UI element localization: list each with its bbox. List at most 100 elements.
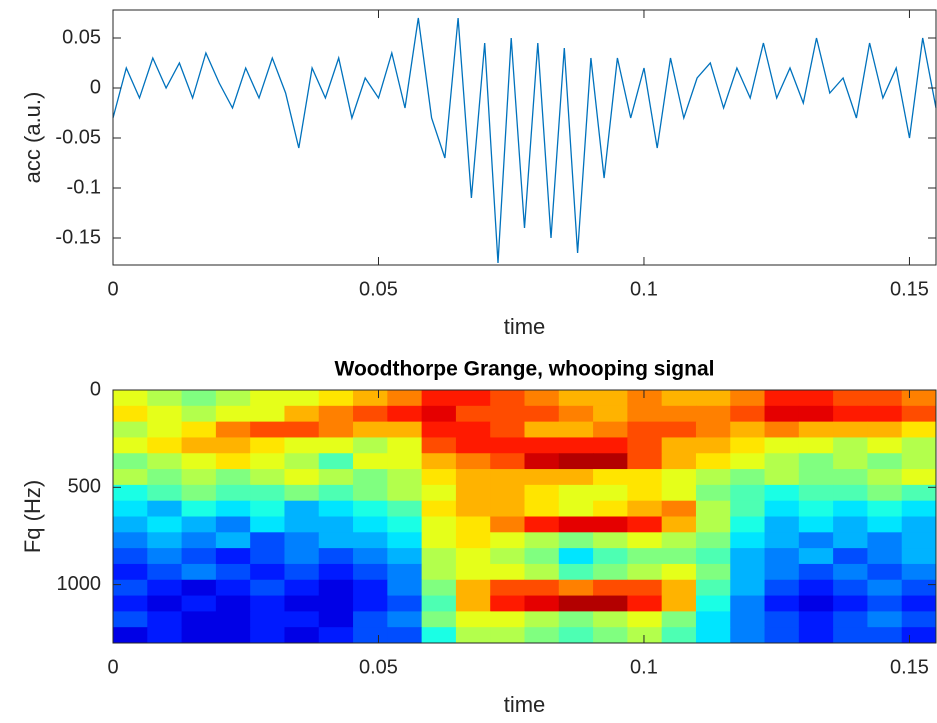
heatmap-cell [353, 595, 388, 612]
heatmap-cell [318, 469, 354, 486]
heatmap-cell [455, 437, 491, 454]
heatmap-cell [593, 390, 628, 407]
heatmap-cell [695, 563, 731, 581]
x-tick-label: 0.1 [630, 278, 658, 300]
heatmap-cell [901, 579, 937, 597]
heatmap-cell [250, 627, 285, 644]
heatmap-cell [181, 627, 217, 644]
heatmap-cell [833, 516, 868, 533]
heatmap-cell [318, 516, 354, 533]
heatmap-cell [695, 516, 731, 533]
heatmap-cell [455, 627, 491, 644]
x-tick-label: 0.1 [630, 656, 658, 678]
heatmap-cell [798, 437, 834, 454]
heatmap-cell [455, 595, 491, 612]
heatmap-cell [867, 484, 903, 502]
heatmap-cell [695, 595, 731, 612]
heatmap-cell [524, 579, 560, 597]
heatmap-cell [181, 469, 217, 486]
heatmap-cell [730, 484, 766, 502]
heatmap-cell [901, 595, 937, 612]
heatmap-cell [798, 627, 834, 644]
heatmap-cell [798, 421, 834, 438]
heatmap-cell [387, 595, 423, 612]
heatmap-cell [764, 611, 800, 628]
heatmap-cell [764, 421, 800, 438]
heatmap-cell [798, 390, 834, 407]
heatmap-cell [661, 484, 697, 502]
heatmap-cell [113, 469, 148, 486]
heatmap-cell [593, 579, 628, 597]
heatmap-cell [833, 627, 868, 644]
heatmap-cell [250, 532, 285, 549]
heatmap-cell [833, 579, 868, 597]
heatmap-cell [147, 532, 183, 549]
heatmap-cell [455, 405, 491, 423]
heatmap-cell [113, 532, 148, 549]
heatmap-cell [147, 627, 183, 644]
heatmap-cell [798, 579, 834, 597]
heatmap-cell [764, 579, 800, 597]
heatmap-cell [524, 548, 560, 565]
heatmap-cell [695, 405, 731, 423]
heatmap-cell [455, 484, 491, 502]
heatmap-cell [661, 516, 697, 533]
x-axis-label: time [504, 692, 546, 717]
heatmap-cell [627, 595, 663, 612]
heatmap-cell [593, 532, 628, 549]
heatmap-cell [181, 484, 217, 502]
heatmap-cell [113, 390, 148, 407]
heatmap-cell [284, 595, 320, 612]
heatmap-cell [215, 453, 251, 470]
y-axis-label: Fq (Hz) [20, 480, 45, 553]
heatmap-cell [798, 405, 834, 423]
heatmap-cell [490, 627, 525, 644]
heatmap-cell [867, 532, 903, 549]
heatmap-cell [250, 611, 285, 628]
y-tick-label: -0.15 [55, 226, 101, 248]
heatmap-cell [490, 453, 525, 470]
heatmap-cell [490, 405, 525, 423]
heatmap-cell [593, 516, 628, 533]
heatmap-cell [284, 548, 320, 565]
heatmap-cell [901, 563, 937, 581]
heatmap-cell [147, 563, 183, 581]
heatmap-cell [730, 516, 766, 533]
heatmap-cell [250, 484, 285, 502]
heatmap-cell [901, 437, 937, 454]
heatmap-cell [181, 421, 217, 438]
heatmap-cell [284, 532, 320, 549]
heatmap-cell [284, 453, 320, 470]
heatmap-cell [181, 611, 217, 628]
heatmap-cell [147, 579, 183, 597]
heatmap-cell [250, 421, 285, 438]
heatmap-cell [421, 500, 457, 517]
y-tick-label: -0.05 [55, 126, 101, 148]
heatmap-cell [318, 437, 354, 454]
heatmap-cell [764, 453, 800, 470]
chart-title: Woodthorpe Grange, whooping signal [335, 358, 715, 381]
heatmap-cell [147, 611, 183, 628]
heatmap-cell [627, 532, 663, 549]
heatmap-cell [764, 390, 800, 407]
heatmap-cell [661, 532, 697, 549]
heatmap-cell [490, 563, 525, 581]
heatmap-cell [764, 437, 800, 454]
heatmap-cell [181, 563, 217, 581]
heatmap-cell [284, 500, 320, 517]
heatmap-cell [627, 548, 663, 565]
heatmap-cell [833, 500, 868, 517]
heatmap-cell [181, 500, 217, 517]
heatmap-cell [250, 516, 285, 533]
heatmap-cell [284, 563, 320, 581]
heatmap-cell [833, 611, 868, 628]
heatmap-cell [455, 516, 491, 533]
heatmap-cell [387, 469, 423, 486]
heatmap-cell [421, 484, 457, 502]
heatmap-cell [490, 421, 525, 438]
heatmap-cell [661, 548, 697, 565]
heatmap-cell [490, 516, 525, 533]
heatmap-cell [627, 437, 663, 454]
heatmap-cell [215, 421, 251, 438]
heatmap-cell [593, 421, 628, 438]
